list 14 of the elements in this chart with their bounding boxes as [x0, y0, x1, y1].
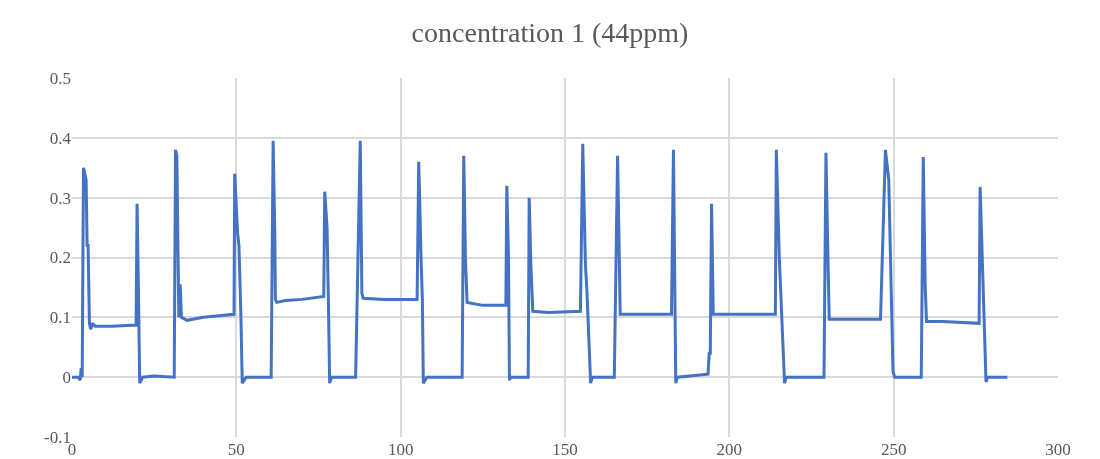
y-tick-label: 0 [62, 368, 71, 388]
x-tick-label: 250 [880, 440, 907, 459]
y-tick-label: 0.1 [49, 308, 71, 328]
x-tick-label: 200 [716, 440, 743, 459]
x-tick-label: 300 [1045, 440, 1071, 459]
x-tick-label: 50 [227, 440, 245, 459]
y-tick-label: 0.4 [49, 128, 72, 148]
chart-title: concentration 1 (44ppm) [411, 16, 689, 48]
x-tick-label: 100 [387, 440, 414, 459]
y-tick-label: 0.5 [49, 68, 71, 88]
x-tick-label: 150 [552, 440, 578, 459]
y-tick-label: 0.2 [49, 248, 71, 268]
y-tick-label: 0.3 [49, 188, 71, 208]
line-series [72, 139, 1009, 385]
